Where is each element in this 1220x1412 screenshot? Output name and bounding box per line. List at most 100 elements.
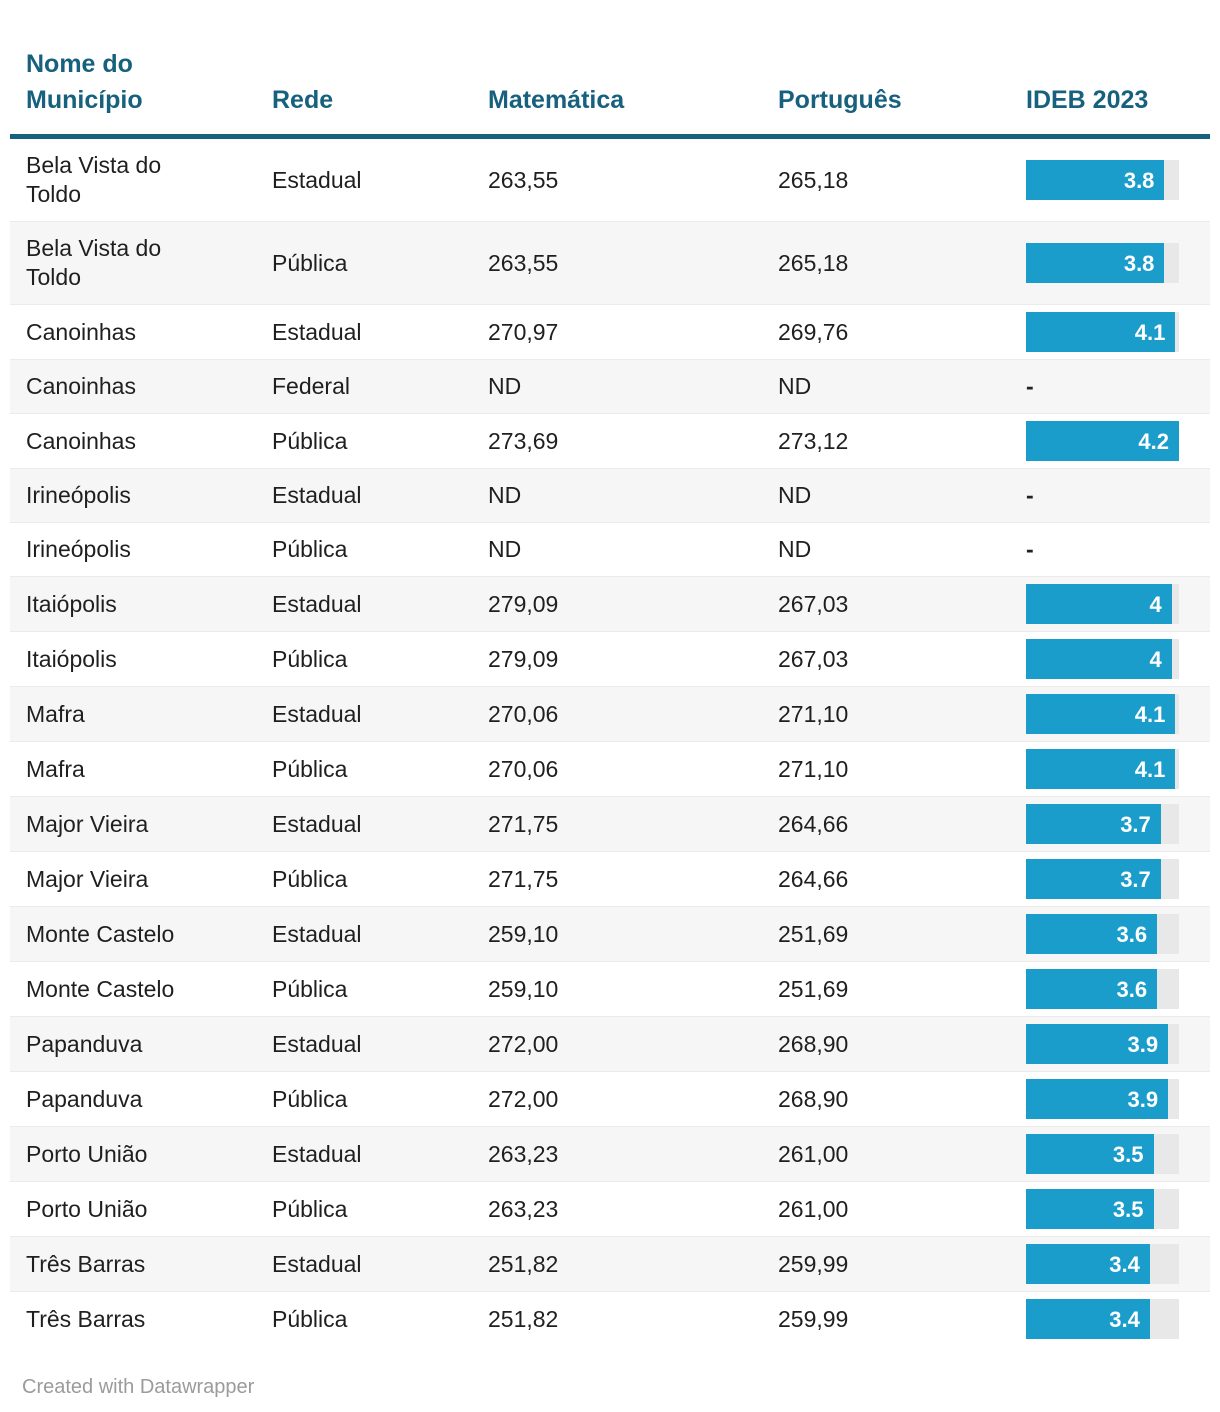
ideb-value-label: 3.7 <box>1120 866 1151 892</box>
network-type: Estadual <box>272 318 362 345</box>
ideb-bar: 3.4 <box>1026 1244 1150 1284</box>
network-type: Estadual <box>272 482 362 508</box>
network-type: Pública <box>272 755 348 782</box>
municipality-cell: Monte Castelo <box>10 908 256 961</box>
datawrapper-attribution-link[interactable]: Created with Datawrapper <box>22 1376 255 1398</box>
portugues-score: 265,18 <box>778 249 849 276</box>
portugues-score: 267,03 <box>778 645 849 672</box>
table-row: Porto União Estadual 263,23 261,00 3.5 <box>10 1126 1210 1181</box>
table-row: Papanduva Estadual 272,00 268,90 3.9 <box>10 1016 1210 1071</box>
network-type: Pública <box>272 249 348 276</box>
matematica-score: 279,09 <box>488 645 559 672</box>
ideb-bar-track: 3.9 <box>1026 1079 1179 1119</box>
municipality-cell: Irineópolis <box>10 523 256 576</box>
ideb-value-label: 3.8 <box>1123 167 1155 193</box>
matematica-score: ND <box>488 536 522 562</box>
portugues-score: ND <box>778 536 812 562</box>
ideb-value-label: 4.1 <box>1134 756 1166 782</box>
ideb-bar-track: 4.2 <box>1026 421 1179 461</box>
ideb-bar-track: 3.4 <box>1026 1299 1179 1339</box>
table-row: Itaiópolis Pública 279,09 267,03 4 <box>10 631 1210 686</box>
municipality-cell: Porto União <box>10 1128 256 1181</box>
portugues-score: 261,00 <box>778 1140 849 1167</box>
municipality-cell: Bela Vista do Toldo <box>10 139 256 221</box>
portugues-score: 261,00 <box>778 1195 849 1222</box>
municipality-name: Três Barras <box>26 1250 146 1277</box>
municipality-name: Monte Castelo <box>26 975 175 1002</box>
network-type: Pública <box>272 865 348 892</box>
ideb-cell: 3.8 <box>1010 153 1210 207</box>
matematica-score: ND <box>488 482 522 508</box>
network-type: Federal <box>272 373 350 399</box>
portugues-score: 259,99 <box>778 1305 849 1332</box>
municipality-cell: Mafra <box>10 688 256 741</box>
network-type: Estadual <box>272 1250 362 1277</box>
table-row: Bela Vista do Toldo Pública 263,55 265,1… <box>10 221 1210 304</box>
municipality-cell: Bela Vista do Toldo <box>10 222 256 304</box>
ideb-bar: 3.8 <box>1026 160 1165 200</box>
table-row: Três Barras Estadual 251,82 259,99 3.4 <box>10 1236 1210 1291</box>
ideb-bar-track: 4 <box>1026 584 1179 624</box>
table-row: Canoinhas Pública 273,69 273,12 4.2 <box>10 413 1210 468</box>
network-type: Estadual <box>272 166 362 193</box>
matematica-score: 263,55 <box>488 166 559 193</box>
ideb-bar-track: 3.7 <box>1026 804 1179 844</box>
ideb-bar: 4.2 <box>1026 421 1179 461</box>
column-header-matematica: Matemática <box>488 86 625 114</box>
municipality-cell: Irineópolis <box>10 469 256 522</box>
network-type: Estadual <box>272 920 362 947</box>
municipality-name: Três Barras <box>26 1305 146 1332</box>
municipality-name: Porto União <box>26 1140 148 1167</box>
municipality-name: Irineópolis <box>26 536 131 562</box>
matematica-score: 272,00 <box>488 1085 559 1112</box>
ideb-bar: 3.9 <box>1026 1024 1169 1064</box>
ideb-value-label: 3.6 <box>1116 976 1148 1002</box>
portugues-score: 268,90 <box>778 1085 849 1112</box>
table-body: Bela Vista do Toldo Estadual 263,55 265,… <box>10 139 1210 1346</box>
ideb-missing-dash: - <box>1026 536 1034 562</box>
matematica-score: 263,23 <box>488 1195 559 1222</box>
municipality-cell: Canoinhas <box>10 306 256 359</box>
network-type: Estadual <box>272 1030 362 1057</box>
matematica-score: 263,23 <box>488 1140 559 1167</box>
ideb-bar: 3.7 <box>1026 859 1161 899</box>
matematica-score: 270,97 <box>488 318 559 345</box>
network-type: Pública <box>272 975 348 1002</box>
municipality-cell: Porto União <box>10 1183 256 1236</box>
municipality-name: Canoinhas <box>26 318 136 345</box>
matematica-score: 263,55 <box>488 249 559 276</box>
table-row: Três Barras Pública 251,82 259,99 3.4 <box>10 1291 1210 1346</box>
ideb-bar: 3.7 <box>1026 804 1161 844</box>
ideb-cell: 4 <box>1010 632 1210 686</box>
municipality-cell: Monte Castelo <box>10 963 256 1016</box>
ideb-cell: 4.1 <box>1010 305 1210 359</box>
ideb-bar-track: 4.1 <box>1026 749 1179 789</box>
municipality-name: Monte Castelo <box>26 920 175 947</box>
municipality-cell: Três Barras <box>10 1238 256 1291</box>
municipality-name: Bela Vista do Toldo <box>26 152 162 207</box>
ideb-bar: 3.4 <box>1026 1299 1150 1339</box>
table-row: Canoinhas Federal ND ND - <box>10 359 1210 413</box>
ideb-value-label: 4.1 <box>1134 701 1166 727</box>
ideb-bar-track: 3.6 <box>1026 969 1179 1009</box>
ideb-cell: 3.6 <box>1010 962 1210 1016</box>
municipality-name: Major Vieira <box>26 865 149 892</box>
ideb-cell: - <box>1010 528 1210 571</box>
matematica-score: 251,82 <box>488 1305 559 1332</box>
matematica-score: ND <box>488 373 522 399</box>
column-header-municipio: Nome do Município <box>10 46 256 118</box>
portugues-score: 271,10 <box>778 700 849 727</box>
ideb-bar: 4.1 <box>1026 749 1176 789</box>
table-row: Irineópolis Estadual ND ND - <box>10 468 1210 522</box>
matematica-score: 270,06 <box>488 700 559 727</box>
municipality-name: Papanduva <box>26 1030 143 1057</box>
ideb-bar-track: 3.5 <box>1026 1134 1179 1174</box>
ideb-cell: - <box>1010 474 1210 517</box>
network-type: Pública <box>272 1305 348 1332</box>
portugues-score: 273,12 <box>778 427 849 454</box>
ideb-bar-track: 3.6 <box>1026 914 1179 954</box>
ideb-value-label: 4.1 <box>1134 319 1166 345</box>
table-footer: Created with Datawrapper <box>10 1346 1210 1399</box>
municipality-name: Itaiópolis <box>26 590 117 617</box>
